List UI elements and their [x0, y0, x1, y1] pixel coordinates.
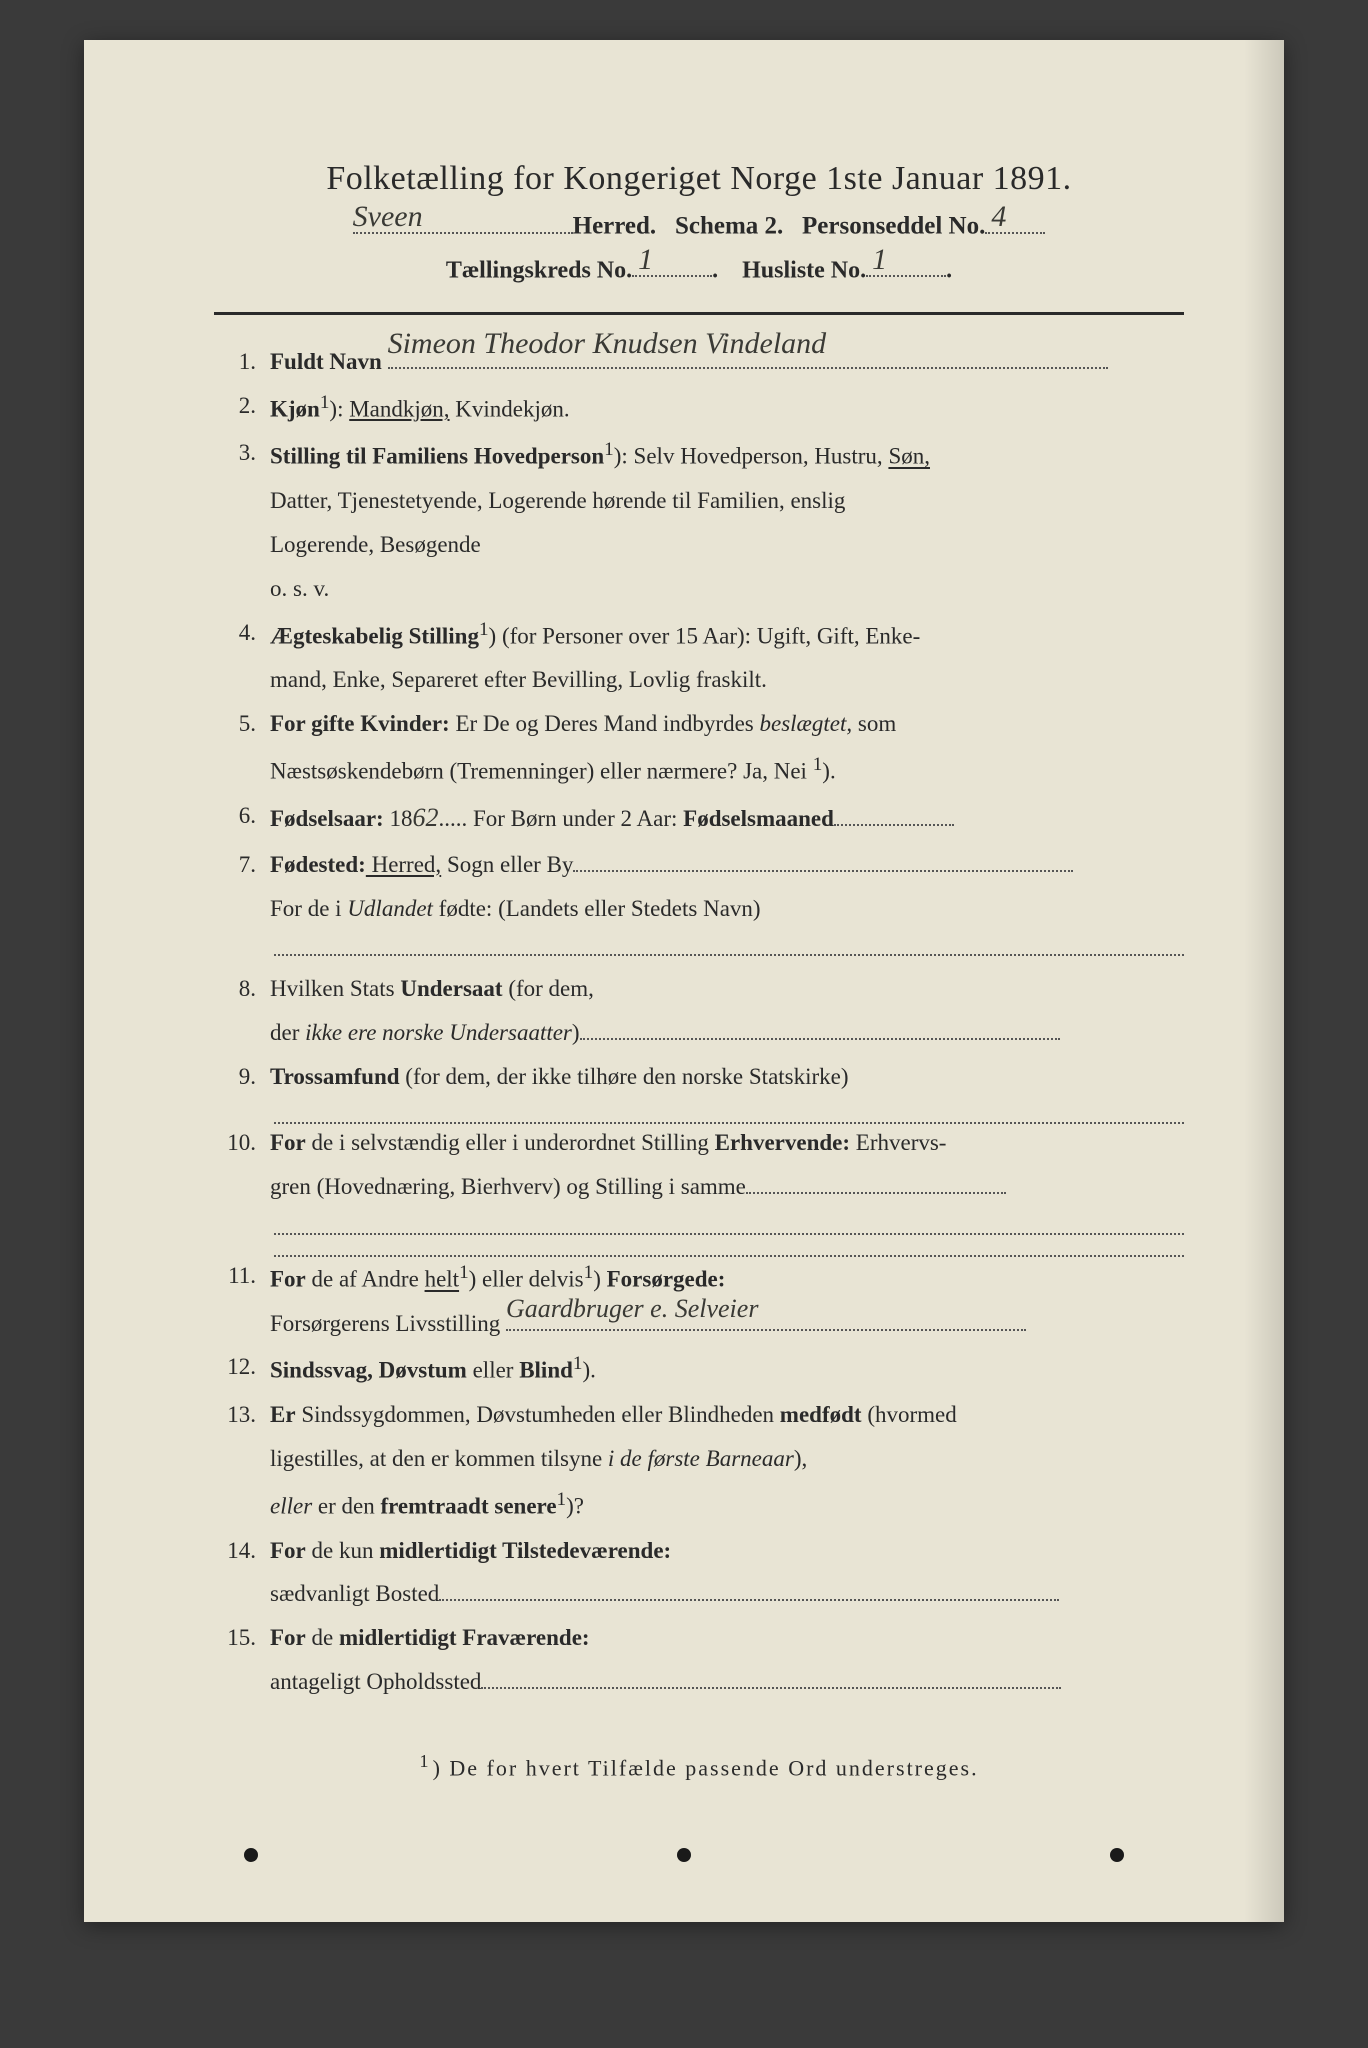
- sex-selected: Mandkjøn,: [349, 396, 449, 421]
- item-10: 10. For de i selvstændig eller i underor…: [214, 1124, 1184, 1162]
- form-items: 1. Fuldt Navn Simeon Theodor Knudsen Vin…: [214, 343, 1184, 1701]
- tk-no-hand: 1: [638, 243, 653, 277]
- item-15: 15. For de midlertidigt Fraværende:: [214, 1619, 1184, 1657]
- husliste-no-hand: 1: [872, 243, 887, 277]
- dotted-blank-10b: [274, 1235, 1184, 1257]
- item-13: 13. Er Sindssygdommen, Døvstumheden elle…: [214, 1396, 1184, 1434]
- birthplace-herred-selected: Herred,: [366, 852, 441, 877]
- census-form-page: Folketælling for Kongeriget Norge 1ste J…: [84, 40, 1284, 1922]
- dotted-blank-7: [274, 934, 1184, 956]
- header-line-2: Sveen Herred. Schema 2. Personseddel No.…: [214, 206, 1184, 241]
- page-shadow: [1244, 40, 1284, 1922]
- item-2: 2. Kjøn1): Mandkjøn, Kvindekjøn.: [214, 387, 1184, 429]
- page-title: Folketælling for Kongeriget Norge 1ste J…: [214, 160, 1184, 198]
- binding-hole-icon: [677, 1848, 691, 1862]
- fullname-hand: Simeon Theodor Knudsen Vindeland: [388, 319, 827, 369]
- item-5: 5. For gifte Kvinder: Er De og Deres Man…: [214, 705, 1184, 743]
- item-8: 8. Hvilken Stats Undersaat (for dem,: [214, 970, 1184, 1008]
- item-7: 7. Fødested: Herred, Sogn eller By: [214, 846, 1184, 884]
- item-14: 14. For de kun midlertidigt Tilstedevære…: [214, 1532, 1184, 1570]
- dotted-blank-9: [274, 1102, 1184, 1124]
- item-4: 4. Ægteskabelig Stilling1) (for Personer…: [214, 614, 1184, 656]
- birthyear-hand: 62: [412, 803, 438, 832]
- herred-handwritten: Sveen: [353, 200, 423, 234]
- item-12: 12. Sindssvag, Døvstum eller Blind1).: [214, 1348, 1184, 1390]
- item-3: 3. Stilling til Familiens Hovedperson1):…: [214, 434, 1184, 476]
- header-line-3: Tællingskreds No. 1 . Husliste No. 1 .: [214, 251, 1184, 284]
- binding-hole-icon: [244, 1848, 258, 1862]
- relation-selected: Søn,: [888, 444, 930, 469]
- personseddel-no-hand: 4: [991, 200, 1006, 234]
- footnote: 1) De for hvert Tilfælde passende Ord un…: [214, 1751, 1184, 1781]
- item-6: 6. Fødselsaar: 1862..... For Børn under …: [214, 797, 1184, 840]
- item-1: 1. Fuldt Navn Simeon Theodor Knudsen Vin…: [214, 343, 1184, 381]
- livsstilling-hand: Gaardbruger e. Selveier: [506, 1288, 758, 1331]
- divider-top: [214, 312, 1184, 315]
- binding-hole-icon: [1110, 1848, 1124, 1862]
- dotted-blank-10a: [274, 1212, 1184, 1234]
- item-9: 9. Trossamfund (for dem, der ikke tilhør…: [214, 1058, 1184, 1096]
